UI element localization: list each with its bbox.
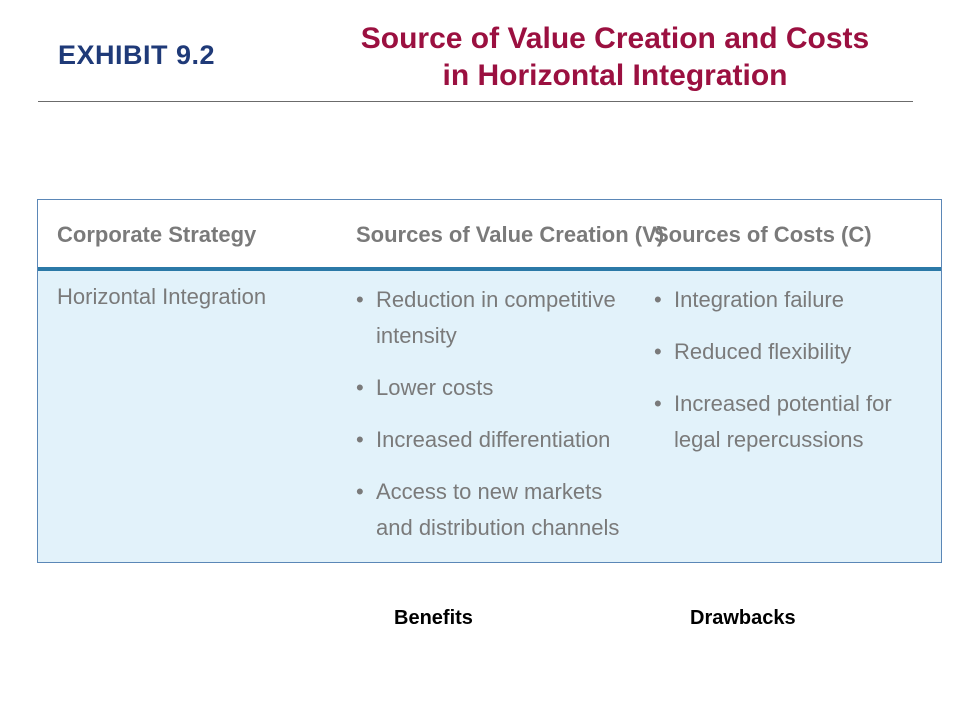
list-item: Increased differentiation — [356, 422, 641, 458]
slide-title-line-2: in Horizontal Integration — [442, 59, 788, 92]
strategy-cell: Horizontal Integration — [57, 284, 267, 309]
costs-list: Integration failure Reduced flexibility … — [654, 282, 924, 474]
list-item: Reduced flexibility — [654, 334, 924, 370]
benefits-label: Benefits — [394, 607, 473, 629]
list-item: Reduction in competitive intensity — [356, 282, 641, 354]
header-value-creation: Sources of Value Creation (V) — [356, 222, 665, 247]
exhibit-label: EXHIBIT 9.2 — [58, 40, 216, 70]
list-item: Integration failure — [654, 282, 924, 318]
drawbacks-label: Drawbacks — [690, 607, 796, 629]
slide-title-line-1: Source of Value Creation and Costs — [360, 22, 870, 55]
list-item: Lower costs — [356, 370, 641, 406]
slide-title: Source of Value Creation and Costs in Ho… — [300, 20, 930, 94]
list-item: Access to new markets and distribution c… — [356, 474, 641, 546]
list-item: Increased potential for legal repercussi… — [654, 386, 924, 458]
header-costs: Sources of Costs (C) — [654, 222, 872, 247]
exhibit-table: Corporate Strategy Sources of Value Crea… — [37, 199, 942, 563]
value-creation-list: Reduction in competitive intensity Lower… — [356, 282, 641, 562]
header-corporate-strategy: Corporate Strategy — [57, 222, 257, 247]
title-divider — [38, 101, 913, 102]
table-header-row: Corporate Strategy Sources of Value Crea… — [38, 200, 941, 271]
